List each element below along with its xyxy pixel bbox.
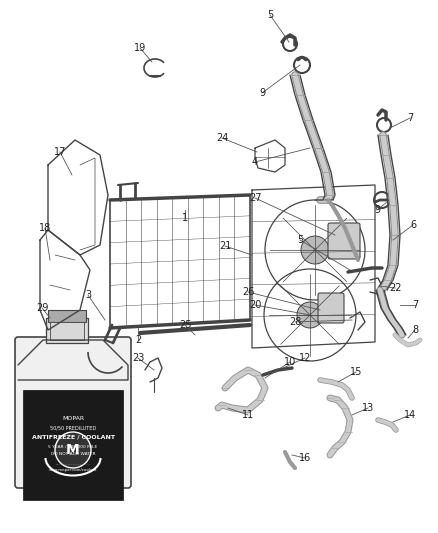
Circle shape <box>55 432 91 468</box>
Text: 15: 15 <box>350 367 362 377</box>
Text: 7: 7 <box>412 300 418 310</box>
Circle shape <box>297 302 323 328</box>
Text: 2: 2 <box>135 335 141 345</box>
Text: 9: 9 <box>259 88 265 98</box>
Text: 9: 9 <box>374 205 380 215</box>
Text: 19: 19 <box>134 43 146 53</box>
Text: 5: 5 <box>297 235 303 245</box>
Bar <box>48 310 86 322</box>
Text: www.mopar.com/coolant: www.mopar.com/coolant <box>49 468 97 472</box>
Text: 5: 5 <box>267 10 273 20</box>
Text: 26: 26 <box>242 287 254 297</box>
Text: ANTIFREEZE / COOLANT: ANTIFREEZE / COOLANT <box>32 434 114 440</box>
Text: 1: 1 <box>182 213 188 223</box>
Text: MOPAR: MOPAR <box>62 416 84 421</box>
Text: 13: 13 <box>362 403 374 413</box>
Text: 20: 20 <box>249 300 261 310</box>
Text: 22: 22 <box>389 283 401 293</box>
Text: M: M <box>66 443 80 457</box>
Text: 7: 7 <box>407 113 413 123</box>
Text: DO NOT ADD WATER: DO NOT ADD WATER <box>51 452 95 456</box>
Text: 27: 27 <box>249 193 261 203</box>
Text: 6: 6 <box>410 220 416 230</box>
Text: 11: 11 <box>242 410 254 420</box>
Text: 18: 18 <box>39 223 51 233</box>
Text: 3: 3 <box>85 290 91 300</box>
FancyBboxPatch shape <box>328 223 360 259</box>
Text: 12: 12 <box>299 353 311 363</box>
Text: 50/50 PREDILUTED: 50/50 PREDILUTED <box>50 425 96 431</box>
Text: 8: 8 <box>412 325 418 335</box>
FancyBboxPatch shape <box>15 337 131 488</box>
FancyBboxPatch shape <box>318 293 344 323</box>
Text: 29: 29 <box>36 303 48 313</box>
Text: 28: 28 <box>289 317 301 327</box>
Text: 24: 24 <box>216 133 228 143</box>
Text: 5 YEAR / 100,000 MILE: 5 YEAR / 100,000 MILE <box>48 445 98 449</box>
Text: 17: 17 <box>54 147 66 157</box>
Bar <box>46 318 88 343</box>
Text: 25: 25 <box>179 320 191 330</box>
Text: ____________________: ____________________ <box>56 461 91 465</box>
Text: 16: 16 <box>299 453 311 463</box>
Text: 14: 14 <box>404 410 416 420</box>
Text: 23: 23 <box>132 353 144 363</box>
Text: 4: 4 <box>252 157 258 167</box>
Circle shape <box>301 236 329 264</box>
Bar <box>23 390 123 500</box>
Text: 10: 10 <box>284 357 296 367</box>
Bar <box>50 322 84 340</box>
Text: 21: 21 <box>219 241 231 251</box>
